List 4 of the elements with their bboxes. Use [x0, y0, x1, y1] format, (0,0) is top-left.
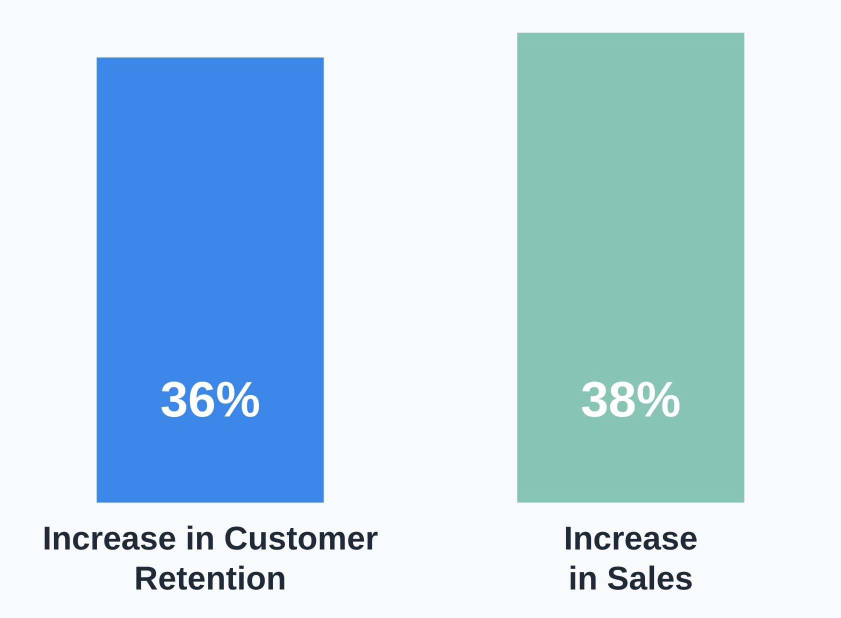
x-tick-label: Increase in Sales: [564, 520, 698, 596]
data-label: 38%: [580, 372, 681, 428]
data-label: 36%: [160, 372, 260, 428]
x-tick-label: Increase in Customer Retention: [42, 520, 378, 596]
